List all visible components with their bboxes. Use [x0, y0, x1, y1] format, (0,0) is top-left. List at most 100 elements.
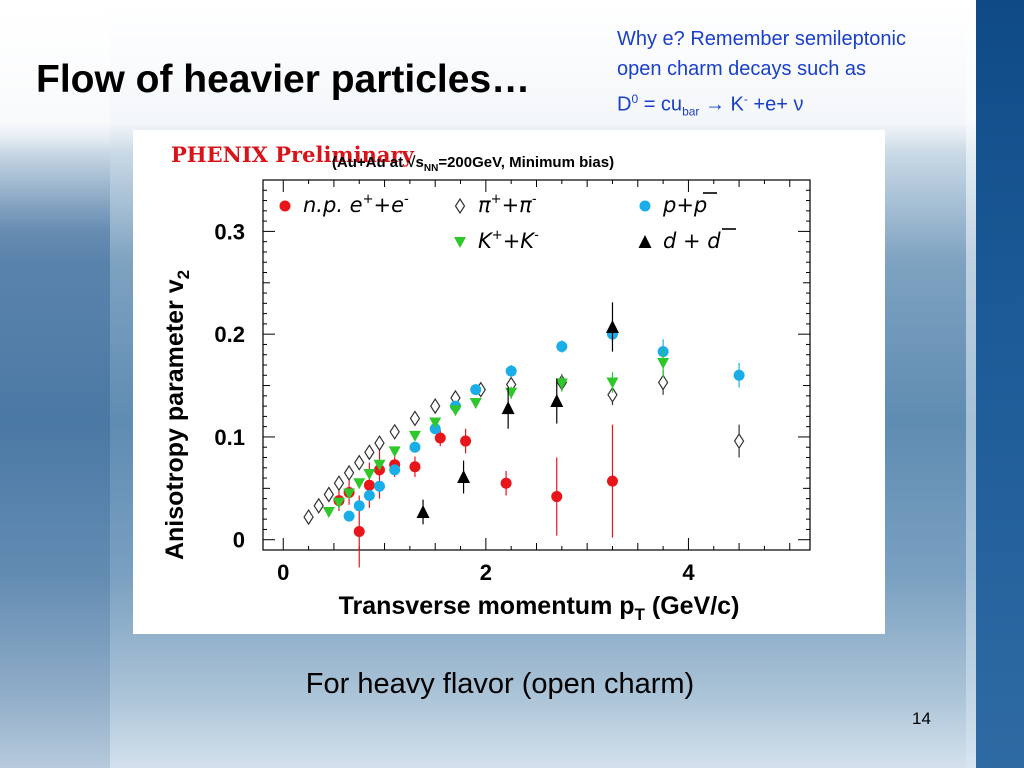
point-kaons	[322, 506, 335, 518]
slide-caption: For heavy flavor (open charm)	[0, 668, 1000, 701]
point-kaons	[449, 405, 462, 417]
x-axis-label-unit: (GeV/c)	[645, 592, 739, 620]
y-tick-label: 0	[233, 528, 245, 553]
y-tick-label: 0.1	[214, 425, 245, 450]
point-pions	[429, 398, 441, 415]
legend-label-mid: +e	[374, 193, 405, 217]
point-protons	[389, 464, 401, 476]
subtitle-pre: (Au+Au at	[332, 154, 407, 171]
point-electrons	[363, 479, 375, 491]
legend-entry-deuterons: d + d	[638, 228, 736, 253]
point-protons	[373, 480, 385, 492]
note-arrow: →	[699, 93, 731, 116]
note-d: D	[617, 93, 632, 116]
legend-label-base: π	[478, 193, 491, 217]
y-tick-label: 0.3	[214, 219, 245, 244]
legend-label-sup: +	[363, 192, 374, 207]
point-protons	[409, 441, 421, 453]
legend-label-kaons: K++K-	[478, 228, 539, 253]
legend-label-deuterons: d + d	[663, 229, 721, 253]
point-deuterons	[605, 319, 619, 333]
side-note: Why e? Remember semileptonic open charm …	[617, 24, 997, 127]
point-electrons	[606, 475, 618, 487]
x-axis-label-sub: T	[635, 605, 646, 624]
note-rest: +e+ ν	[747, 93, 804, 116]
point-deuterons	[501, 401, 515, 415]
legend-label-base: p+p	[662, 193, 707, 217]
point-pions	[389, 423, 400, 440]
point-pions	[303, 509, 314, 526]
background-band-left	[0, 0, 110, 768]
legend-entry-protons: p+p	[639, 192, 717, 217]
y-axis-label: Anisotropy parameter v2	[161, 270, 193, 560]
point-kaons	[363, 468, 376, 480]
series-pions	[303, 370, 745, 526]
legend-marker-electrons	[279, 200, 291, 212]
point-electrons	[409, 461, 421, 473]
point-electrons	[353, 526, 365, 537]
point-kaons	[505, 387, 518, 399]
legend-label-protons: p+p	[662, 193, 707, 217]
series-protons	[343, 325, 745, 522]
note-k: K	[730, 93, 744, 116]
legend-label-base: n.p. e	[303, 193, 363, 217]
legend-label-sup: -	[534, 228, 539, 243]
point-kaons	[469, 398, 482, 410]
point-electrons	[460, 435, 472, 447]
point-kaons	[388, 446, 401, 458]
chart-subtitle: (Au+Au at √sNN=200GeV, Minimum bias)	[332, 154, 614, 174]
legend-label-electrons: n.p. e++e-	[303, 192, 409, 217]
legend: n.p. e++e-π + +π- p+p K++K-d + d	[279, 192, 736, 253]
point-pions	[364, 444, 375, 461]
point-kaons	[332, 497, 345, 509]
side-note-line-2: open charm decays such as	[617, 58, 867, 80]
y-axis-label-sub: 2	[174, 270, 193, 279]
point-pions	[733, 432, 745, 450]
point-pions	[409, 410, 421, 427]
subtitle-post: =200GeV, Minimum bias)	[438, 154, 614, 171]
point-protons	[353, 500, 365, 512]
point-kaons	[373, 459, 386, 471]
point-kaons	[555, 378, 568, 390]
point-electrons	[500, 477, 512, 489]
x-axis-label-main: Transverse momentum p	[339, 592, 635, 620]
point-deuterons	[550, 393, 564, 407]
v2-scatter-chart: PHENIX Preliminary (Au+Au at √sNN=200GeV…	[161, 142, 811, 624]
point-deuterons	[416, 504, 430, 518]
legend-label-sup: -	[532, 192, 537, 207]
subtitle-sqrt: √	[407, 154, 416, 171]
point-pions	[374, 435, 385, 452]
series-deuterons	[416, 302, 619, 525]
caption-text: For heavy flavor (open charm)	[305, 668, 695, 700]
point-kaons	[657, 357, 670, 369]
axes: 0 2 4 0 0.1 0.2 0.3	[214, 179, 811, 585]
series-electrons	[333, 424, 618, 568]
point-protons	[363, 490, 375, 502]
y-axis-label-main: Anisotropy parameter v	[161, 279, 189, 560]
background-band-right-highlight	[966, 0, 976, 768]
point-electrons	[434, 432, 446, 444]
point-kaons	[606, 377, 619, 389]
point-kaons	[353, 478, 366, 490]
point-electrons	[551, 491, 563, 503]
x-tick-label: 4	[682, 560, 695, 585]
point-protons	[429, 423, 441, 435]
legend-entry-pions: π++π-	[454, 192, 537, 217]
series-kaons	[322, 348, 670, 518]
legend-marker-protons	[639, 200, 651, 212]
point-protons	[343, 510, 355, 522]
chart-panel: PHENIX Preliminary (Au+Au at √sNN=200GeV…	[133, 130, 885, 634]
note-k-sup: -	[743, 92, 748, 106]
x-tick-label: 2	[480, 560, 492, 585]
note-eq-sub: bar	[682, 104, 700, 119]
x-tick-label: 0	[277, 560, 289, 585]
page-number: 14	[912, 709, 931, 728]
legend-label-mid: +π	[502, 193, 533, 217]
point-pions	[333, 475, 345, 492]
point-pions	[323, 486, 335, 503]
side-note-line-3: D0 = cubar → K- +e+ ν	[617, 84, 997, 127]
point-protons	[556, 341, 568, 352]
legend-label-base: d + d	[663, 229, 721, 253]
point-protons	[505, 365, 517, 377]
side-note-line-1: Why e? Remember semileptonic	[617, 28, 906, 50]
